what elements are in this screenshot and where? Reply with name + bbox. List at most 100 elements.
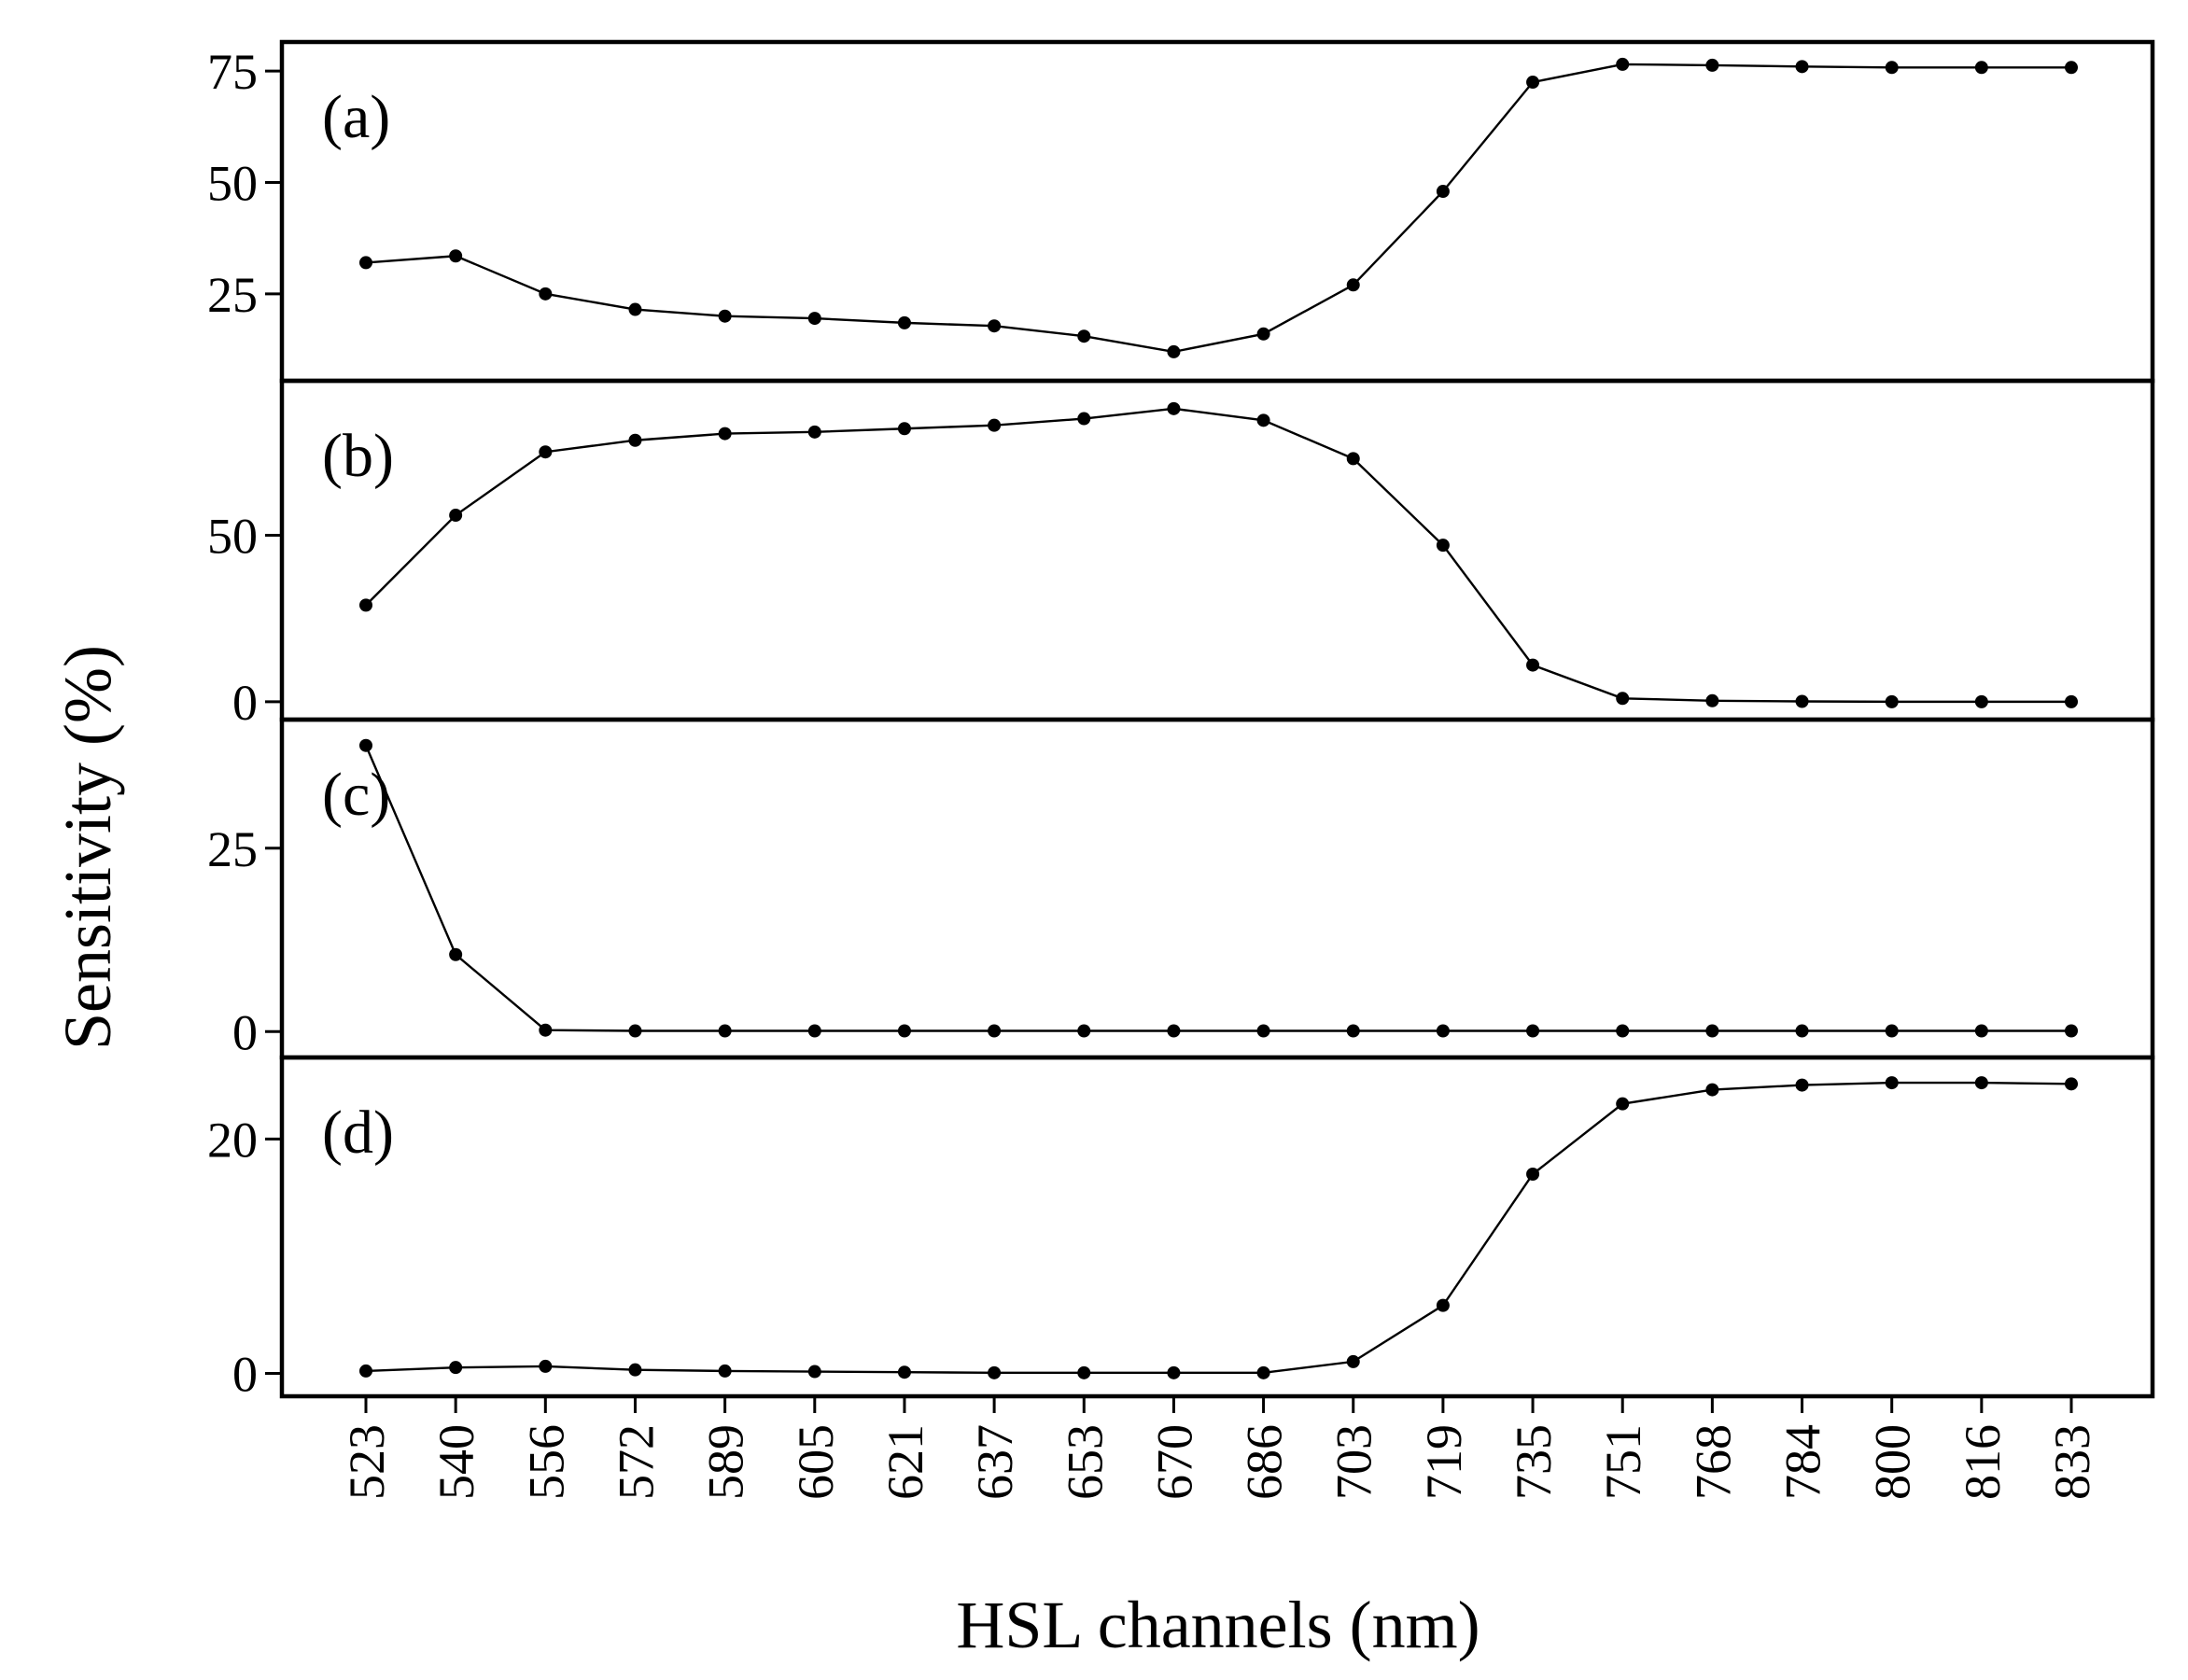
series-line xyxy=(364,745,2071,1032)
x-tick-label: 751 xyxy=(1595,1424,1651,1500)
data-point xyxy=(1167,1365,1181,1379)
x-tick-label: 621 xyxy=(877,1424,933,1500)
data-point xyxy=(539,1359,553,1373)
data-point xyxy=(988,1365,1002,1379)
data-point xyxy=(628,433,642,447)
data-point xyxy=(2065,61,2078,75)
data-point xyxy=(1436,1298,1450,1312)
y-tick-label: 0 xyxy=(232,675,258,731)
data-point xyxy=(718,1024,732,1038)
panel-d: 0 20 (d) xyxy=(207,1055,2155,1402)
data-point xyxy=(897,1024,911,1038)
data-point xyxy=(628,302,642,316)
x-tick-label: 833 xyxy=(2044,1424,2100,1500)
data-point xyxy=(1256,413,1270,427)
x-tick-label: 556 xyxy=(518,1424,574,1500)
data-point xyxy=(1616,692,1630,706)
data-point xyxy=(539,287,553,301)
data-point xyxy=(807,312,821,326)
x-tick-label: 653 xyxy=(1057,1424,1113,1500)
x-tick-label: 572 xyxy=(608,1424,664,1500)
x-tick-label: 540 xyxy=(428,1424,484,1500)
data-point xyxy=(2065,1024,2078,1038)
data-point xyxy=(1077,1365,1091,1379)
data-point xyxy=(449,1361,463,1375)
panel-frame xyxy=(279,1055,2155,1399)
data-point xyxy=(1346,278,1360,292)
data-point xyxy=(1705,1024,1719,1038)
data-point xyxy=(1526,658,1540,672)
x-tick-label: 784 xyxy=(1775,1424,1831,1500)
x-tick-label: 816 xyxy=(1955,1424,2011,1500)
panel-label: (a) xyxy=(322,83,390,151)
data-point xyxy=(628,1024,642,1038)
data-point xyxy=(1077,329,1091,343)
data-point xyxy=(1077,1024,1091,1038)
x-tick-label: 589 xyxy=(698,1424,754,1500)
data-point xyxy=(449,249,463,263)
panel-label: (d) xyxy=(322,1099,394,1167)
data-point xyxy=(897,315,911,329)
panel-b: 0 50 (b) xyxy=(207,378,2155,731)
series-line xyxy=(365,63,2071,354)
data-point xyxy=(1885,61,1899,75)
x-tick-label: 670 xyxy=(1146,1424,1202,1500)
x-tick-label: 637 xyxy=(967,1424,1023,1500)
data-point xyxy=(359,1364,372,1378)
data-point xyxy=(1346,1354,1360,1368)
panel-frame xyxy=(279,378,2155,722)
data-point xyxy=(359,738,372,752)
x-tick-label: 800 xyxy=(1865,1424,1921,1500)
data-point xyxy=(2065,694,2078,708)
panel-label: (c) xyxy=(322,761,390,829)
data-point xyxy=(1705,1083,1719,1097)
data-point xyxy=(988,319,1002,333)
y-tick-label: 0 xyxy=(232,1004,258,1060)
x-tick-label: 703 xyxy=(1326,1424,1382,1500)
y-tick-label: 50 xyxy=(207,155,258,211)
x-tick-label: 735 xyxy=(1506,1424,1562,1500)
data-point xyxy=(1974,1076,1988,1090)
data-point xyxy=(1795,1078,1809,1092)
x-tick-label: 768 xyxy=(1685,1424,1741,1500)
data-point xyxy=(449,947,463,961)
y-tick-label: 25 xyxy=(207,267,258,323)
y-tick-label: 20 xyxy=(207,1112,258,1168)
panel-frame xyxy=(279,717,2155,1060)
data-point xyxy=(1974,61,1988,75)
data-point xyxy=(1616,1024,1630,1038)
x-tick-label: 686 xyxy=(1237,1424,1293,1500)
x-tick-label: 605 xyxy=(788,1424,844,1500)
series-line xyxy=(365,407,2071,704)
data-point xyxy=(1795,694,1809,708)
data-point xyxy=(1795,1024,1809,1038)
data-point xyxy=(1167,1024,1181,1038)
data-point xyxy=(539,1023,553,1037)
y-tick-label: 0 xyxy=(232,1346,258,1402)
data-point xyxy=(1256,327,1270,341)
data-point xyxy=(988,1024,1002,1038)
y-tick-label: 50 xyxy=(207,508,258,564)
data-point xyxy=(359,256,372,270)
data-point xyxy=(1436,1024,1450,1038)
data-point xyxy=(1346,1024,1360,1038)
data-point xyxy=(988,418,1002,432)
y-tick-label: 25 xyxy=(207,821,258,877)
data-point xyxy=(718,309,732,323)
data-point xyxy=(1346,452,1360,466)
data-point xyxy=(1974,694,1988,708)
data-point xyxy=(1705,693,1719,707)
data-point xyxy=(1526,76,1540,90)
data-point xyxy=(1436,539,1450,553)
y-tick-label: 75 xyxy=(207,44,258,100)
data-point xyxy=(897,422,911,436)
data-point xyxy=(1885,1076,1899,1090)
data-point xyxy=(807,1365,821,1379)
data-point xyxy=(1526,1168,1540,1181)
data-point xyxy=(1885,1024,1899,1038)
data-point xyxy=(718,427,732,441)
data-point xyxy=(2065,1077,2078,1091)
data-point xyxy=(807,425,821,439)
data-point xyxy=(359,598,372,612)
